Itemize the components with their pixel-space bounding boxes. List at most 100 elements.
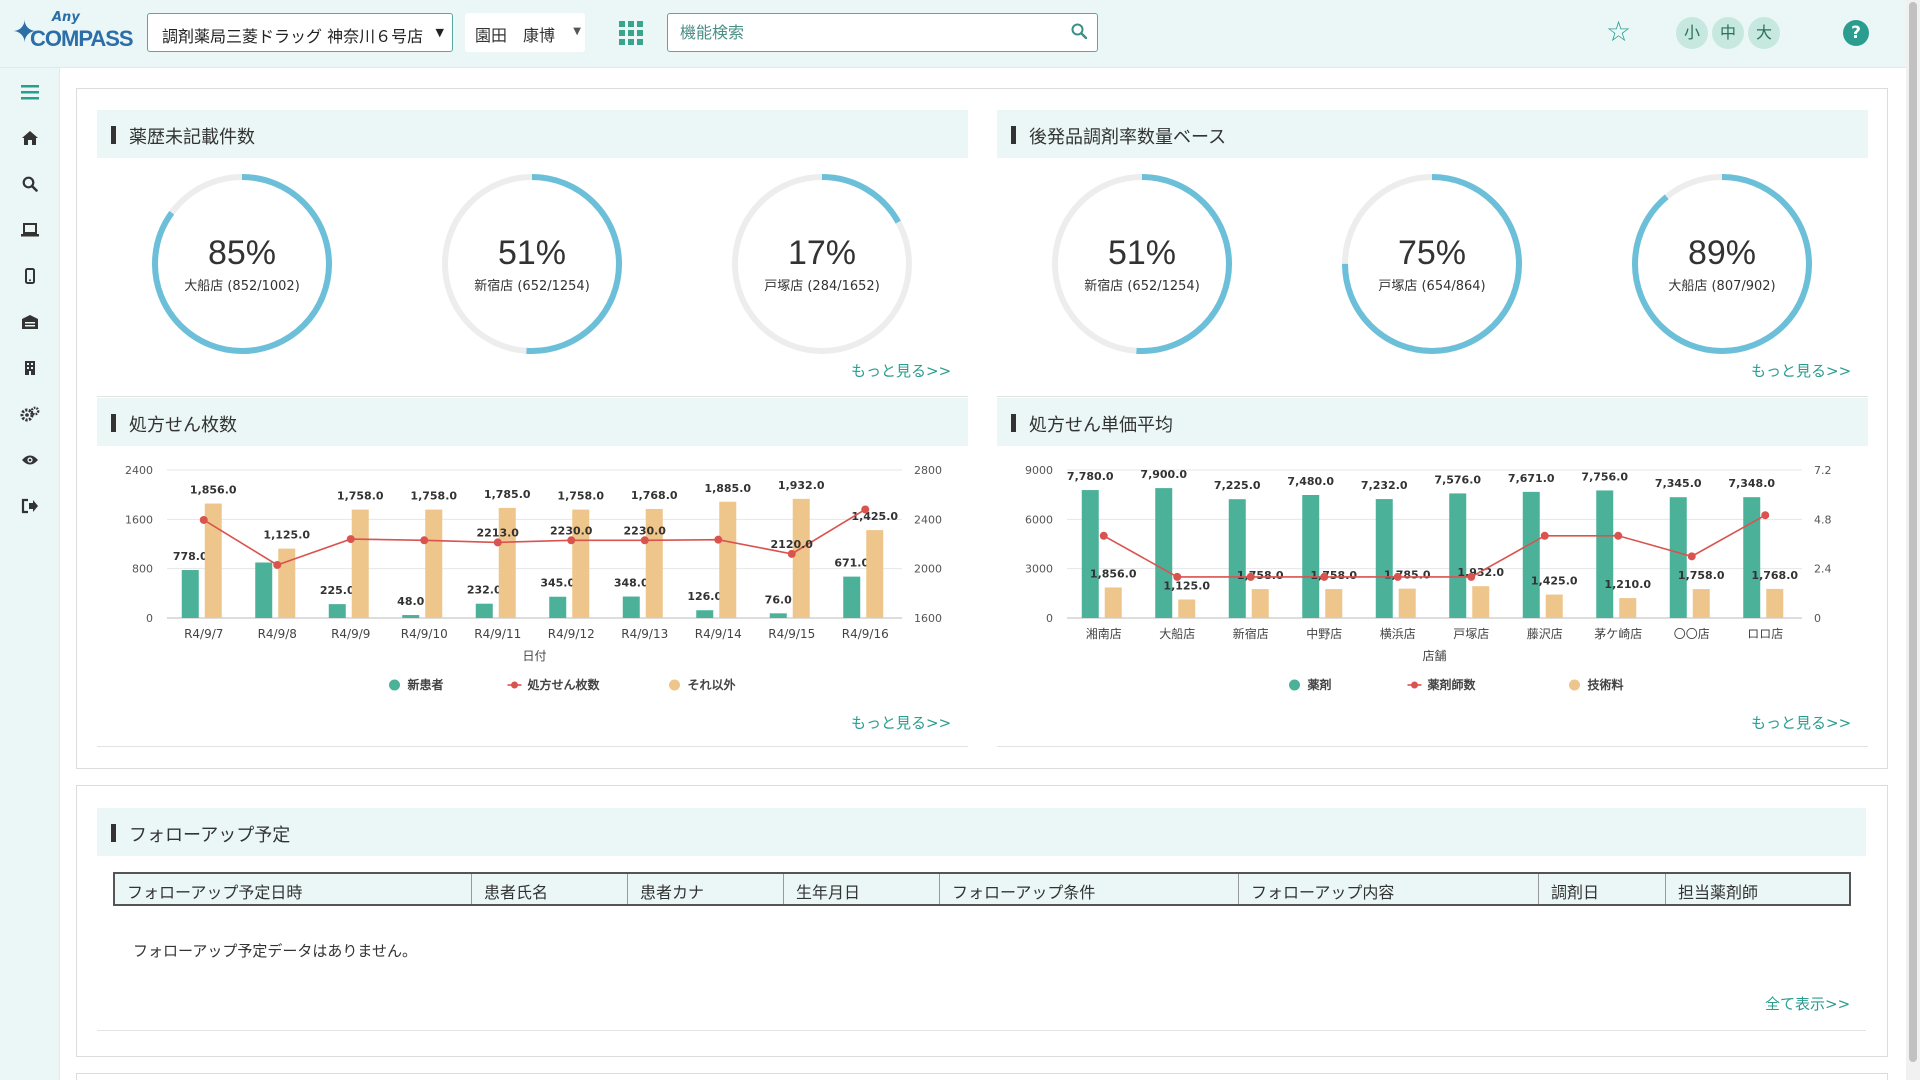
column-header[interactable]: 担当薬剤師: [1678, 883, 1759, 902]
divider: [997, 746, 1868, 747]
data-label: 7,756.0: [1581, 470, 1628, 483]
search-input[interactable]: [668, 14, 1048, 51]
scrollbar-thumb[interactable]: [1909, 2, 1917, 1062]
x-tick-label: R4/9/12: [548, 627, 595, 641]
more-link[interactable]: もっと見る>>: [1751, 362, 1852, 380]
legend-label: 新患者: [408, 677, 444, 692]
apps-grid-icon[interactable]: [619, 21, 643, 45]
x-tick-label: R4/9/7: [184, 627, 223, 641]
card-title: フォローアップ予定: [129, 825, 291, 846]
column-header[interactable]: 生年月日: [784, 874, 940, 904]
data-label: 1,785.0: [1384, 569, 1431, 582]
font-size-large-button[interactable]: 大: [1748, 17, 1780, 49]
donut-chart: 75% 戸塚店 (654/864): [1340, 172, 1524, 356]
line-point: [1687, 552, 1696, 561]
donut-ring: [152, 174, 332, 354]
home-icon[interactable]: [18, 126, 42, 150]
bar: [1545, 594, 1563, 618]
eye-icon[interactable]: [18, 448, 42, 472]
x-tick-label: R4/9/10: [401, 627, 448, 641]
data-label: 1,768.0: [631, 489, 678, 502]
divider: [97, 1030, 1866, 1031]
page-scrollbar[interactable]: [1906, 0, 1920, 1080]
bar: [769, 613, 787, 618]
data-label: 232.0: [467, 584, 502, 597]
app-logo[interactable]: ✦ Any COMPASS: [12, 10, 134, 56]
y-left-tick: 800: [132, 563, 153, 576]
card-title: 処方せん単価平均: [1029, 415, 1173, 436]
legend-marker: [669, 679, 680, 691]
logo-any-text: Any: [52, 10, 80, 25]
star-outline-icon[interactable]: ☆: [1606, 15, 1632, 48]
line-point: [199, 515, 208, 524]
font-size-medium-button[interactable]: 中: [1712, 17, 1744, 49]
line-point: [640, 536, 649, 545]
legend-marker: [1289, 679, 1300, 691]
donut-progress: [1052, 174, 1232, 354]
search-icon[interactable]: [18, 172, 42, 196]
column-header[interactable]: 患者カナ: [628, 874, 784, 904]
legend-marker: [511, 681, 518, 689]
bar: [622, 596, 640, 618]
data-label: 1,758.0: [1237, 569, 1284, 582]
more-link[interactable]: もっと見る>>: [1751, 714, 1852, 732]
column-header[interactable]: フォローアップ内容: [1239, 874, 1539, 904]
column-header[interactable]: 調剤日: [1539, 874, 1666, 904]
line-point: [273, 560, 282, 569]
y-left-tick: 0: [146, 612, 153, 625]
line-point: [1246, 572, 1255, 581]
followup-table-header: フォローアップ予定日時 患者氏名 患者カナ 生年月日 フォローアップ条件 フォロ…: [113, 872, 1851, 906]
bar: [1743, 497, 1761, 618]
search-icon[interactable]: [1071, 23, 1087, 39]
data-label: 7,345.0: [1655, 477, 1702, 490]
donut-ring: [1052, 174, 1232, 354]
donut-ring: [1342, 174, 1522, 354]
title-bar-marker: [111, 414, 116, 432]
data-label: 7,671.0: [1508, 472, 1555, 485]
y-left-tick: 1600: [125, 513, 153, 526]
x-tick-label: 戸塚店: [1453, 627, 1489, 641]
data-label: 1,758.0: [410, 490, 457, 503]
bar: [498, 507, 516, 618]
warehouse-icon[interactable]: [18, 310, 42, 334]
sign-out-icon[interactable]: [18, 494, 42, 518]
column-header[interactable]: フォローアップ予定日時: [115, 874, 472, 904]
mobile-icon[interactable]: [18, 264, 42, 288]
donut-label: 新宿店 (652/1254): [1084, 279, 1200, 294]
column-header[interactable]: 患者氏名: [472, 874, 628, 904]
card-header-unit-price: 処方せん単価平均: [997, 398, 1868, 446]
title-bar-marker: [111, 126, 116, 144]
bar: [425, 509, 443, 618]
laptop-icon[interactable]: [18, 218, 42, 242]
data-label: 2230.0: [550, 524, 593, 537]
y-left-tick: 2400: [125, 464, 153, 477]
line-point: [420, 536, 429, 545]
gears-icon[interactable]: [18, 402, 42, 426]
sidebar: [0, 68, 60, 1080]
line-point: [714, 535, 723, 544]
bar: [792, 498, 810, 618]
card-title: 後発品調剤率数量ベース: [1029, 127, 1227, 148]
user-menu[interactable]: 園田 康博 ▼: [465, 13, 585, 52]
y-right-tick: 2400: [914, 513, 942, 526]
more-link[interactable]: もっと見る>>: [851, 714, 952, 732]
bar: [696, 610, 714, 618]
legend-label: それ以外: [688, 677, 736, 692]
help-icon[interactable]: ?: [1843, 20, 1869, 46]
logo-compass-text: COMPASS: [30, 26, 134, 51]
show-all-link[interactable]: 全て表示>>: [1765, 995, 1851, 1013]
store-select[interactable]: 調剤薬局三菱ドラッグ 神奈川６号店 ▼: [147, 13, 453, 52]
divider: [997, 396, 1868, 397]
font-size-small-button[interactable]: 小: [1676, 17, 1708, 49]
more-link[interactable]: もっと見る>>: [851, 362, 952, 380]
bar: [255, 562, 273, 618]
column-header[interactable]: フォローアップ条件: [940, 874, 1239, 904]
y-left-tick: 0: [1046, 612, 1053, 625]
data-label: 1,885.0: [704, 482, 751, 495]
menu-icon[interactable]: [18, 80, 42, 104]
data-label: 1,768.0: [1751, 569, 1798, 582]
donut-percent: 89%: [1687, 234, 1757, 272]
y-right-tick: 0: [1814, 612, 1821, 625]
building-icon[interactable]: [18, 356, 42, 380]
y-left-tick: 6000: [1025, 513, 1053, 526]
